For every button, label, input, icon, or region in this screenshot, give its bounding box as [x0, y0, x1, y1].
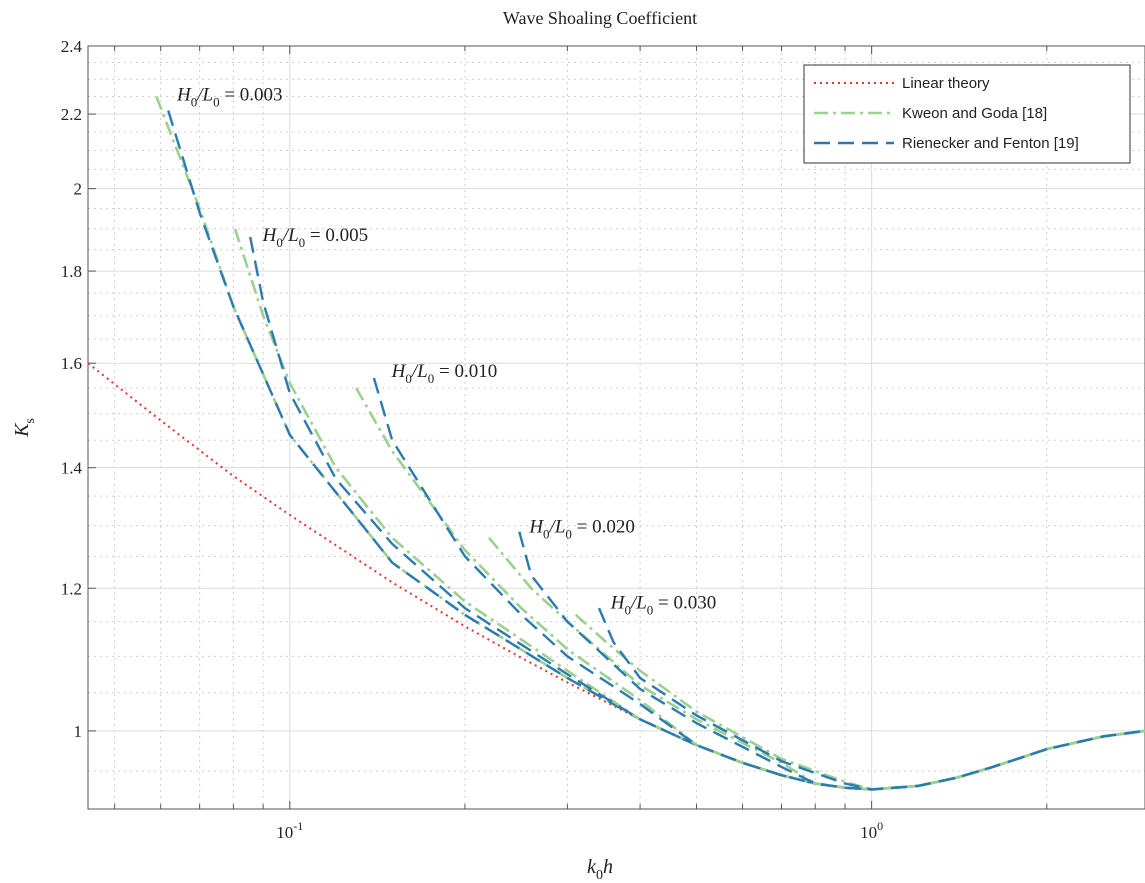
steepness-label: H0/L0 = 0.005	[262, 225, 369, 250]
x-tick-label: 10-1	[276, 819, 303, 842]
axis-ticks: 10-1 100 1 1.2 1.4 1.6 1.8 2 2.2 2.4	[61, 37, 1048, 842]
steepness-label: H0/L0 = 0.010	[391, 361, 498, 386]
legend-label: Rienecker and Fenton [19]	[902, 135, 1079, 152]
y-tick-label: 1.2	[61, 579, 82, 598]
steepness-annotations: H0/L0 = 0.003 H0/L0 = 0.005 H0/L0 = 0.010 H…	[176, 84, 716, 617]
steepness-label: H0/L0 = 0.030	[610, 593, 717, 618]
rienecker-fenton-line-0.030	[597, 607, 1145, 791]
y-tick-label: 2.2	[61, 105, 82, 124]
y-tick-label: 2.4	[61, 37, 83, 56]
chart-title: Wave Shoaling Coefficient	[503, 8, 697, 28]
y-tick-label: 1.6	[61, 354, 82, 373]
y-tick-label: 1.4	[61, 459, 83, 478]
x-axis-label: k0h	[587, 856, 613, 883]
y-tick-label: 2	[74, 180, 83, 199]
plot-area-frame	[87, 45, 1145, 810]
x-tick-label: 100	[860, 819, 883, 842]
legend-box	[803, 64, 1131, 164]
y-axis-label: Ks	[11, 418, 38, 438]
y-tick-label: 1.8	[61, 262, 82, 281]
steepness-label: H0/L0 = 0.020	[528, 517, 635, 542]
data-series	[87, 96, 1145, 791]
steepness-label: H0/L0 = 0.003	[176, 84, 283, 109]
kweon-goda-line-0.020	[488, 536, 1145, 791]
y-tick-label: 1	[74, 722, 83, 741]
legend-label: Kweon and Goda [18]	[902, 105, 1047, 122]
legend-label: Linear theory	[902, 75, 990, 92]
legend: Linear theory Kweon and Goda [18] Rienecke…	[803, 64, 1131, 164]
